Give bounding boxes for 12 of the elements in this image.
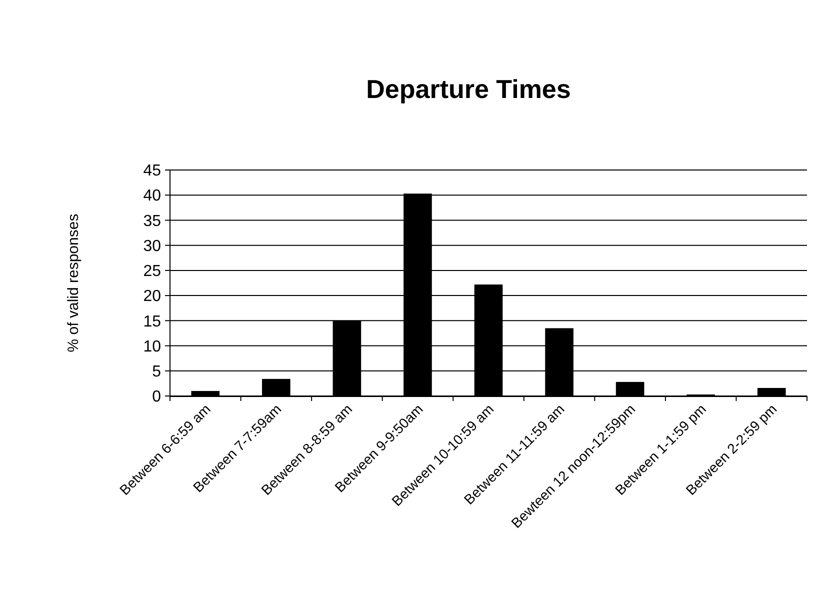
y-tick-label: 45	[143, 162, 162, 180]
y-tick-label: 30	[143, 238, 162, 255]
y-tick-label: 15	[143, 313, 162, 330]
y-tick-label: 40	[143, 188, 162, 205]
chart-title: Departure Times	[366, 74, 571, 104]
y-tick-label: 20	[143, 288, 162, 306]
y-tick-label: 0	[152, 388, 162, 406]
y-tick-label: 10	[143, 338, 162, 356]
y-tick-label: 25	[143, 263, 162, 280]
y-tick-label: 5	[152, 363, 162, 380]
y-tick-label: 35	[143, 212, 162, 230]
y-axis-title: % of valid responses	[65, 214, 82, 352]
